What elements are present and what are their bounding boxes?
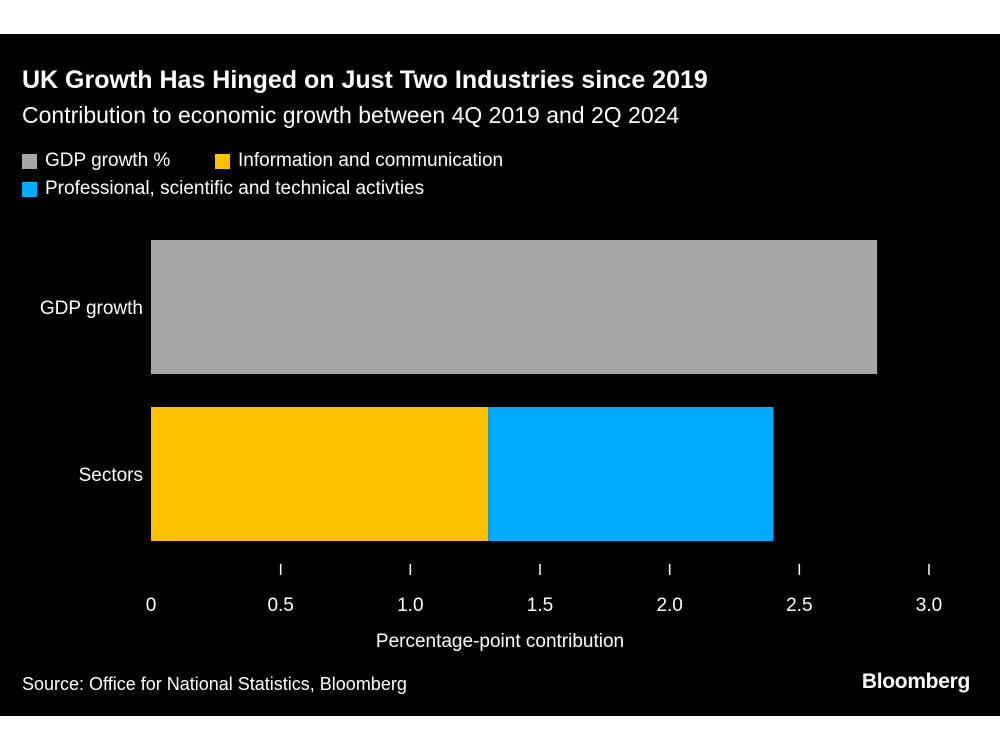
bar-sectors-professional-scientific-and-technical-activties — [488, 407, 774, 541]
x-tick-label-5: 2.5 — [786, 595, 812, 616]
category-label-sectors: Sectors — [79, 465, 143, 486]
x-tick-label-2: 1.0 — [397, 595, 423, 616]
x-tick-label-1: 0.5 — [267, 595, 293, 616]
legend-swatch-gdp — [22, 153, 37, 169]
category-label-gdp-growth: GDP growth — [40, 298, 143, 319]
bar-sectors-information-and-communication — [151, 407, 489, 541]
legend-item-gdp: GDP growth % — [22, 150, 170, 172]
x-tick-label-6: 3.0 — [916, 595, 942, 616]
bloomberg-logo: Bloomberg — [861, 670, 970, 693]
chart-card: UK Growth Has Hinged on Just Two Industr… — [0, 34, 1000, 716]
legend-item-information: Information and communication — [215, 150, 503, 172]
x-tick-label-0: 0 — [146, 595, 157, 616]
x-tick-label-4: 2.0 — [656, 595, 682, 616]
legend-item-professional: Professional, scientific and technical a… — [22, 178, 424, 200]
chart-plot: GDP growth Sectors 0 0.5 1.0 1.5 2.0 2.5 3.0 Perc… — [40, 240, 942, 652]
legend-label-gdp: GDP growth % — [45, 150, 171, 171]
legend-label-professional: Professional, scientific and technical a… — [45, 178, 425, 199]
legend-swatch-professional — [22, 181, 37, 197]
source-note: Source: Office for National Statistics, … — [22, 674, 407, 694]
chart-subtitle: Contribution to economic growth between … — [22, 102, 680, 128]
chart-title: UK Growth Has Hinged on Just Two Industr… — [22, 66, 708, 94]
bar-gdp-growth-gdp-growth — [151, 240, 878, 374]
legend-swatch-information — [215, 153, 230, 169]
legend-label-information: Information and communication — [238, 150, 504, 171]
x-axis-title: Percentage-point contribution — [376, 631, 624, 652]
x-tick-label-3: 1.5 — [527, 595, 553, 616]
